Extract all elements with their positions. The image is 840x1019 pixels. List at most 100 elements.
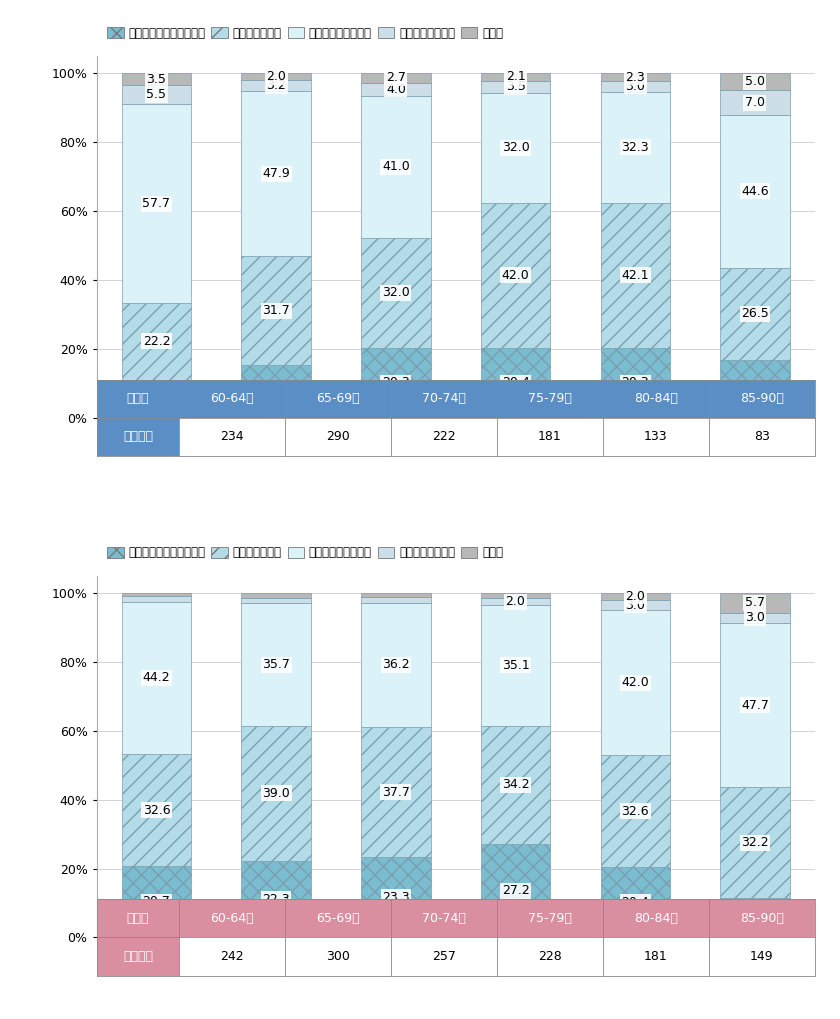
Text: 15.2: 15.2 xyxy=(262,385,290,398)
Bar xyxy=(720,114,790,268)
Text: 85-90歳: 85-90歳 xyxy=(740,912,784,925)
Text: 32.6: 32.6 xyxy=(143,804,171,816)
Text: 3.2: 3.2 xyxy=(266,79,286,92)
Bar xyxy=(361,597,431,602)
Bar xyxy=(480,81,550,93)
Text: 228: 228 xyxy=(538,950,562,963)
Bar xyxy=(601,867,670,937)
Text: 80-84歳: 80-84歳 xyxy=(634,912,678,925)
Text: 3.0: 3.0 xyxy=(625,79,645,93)
Text: 3.0: 3.0 xyxy=(745,611,765,625)
Text: 149: 149 xyxy=(750,950,774,963)
Text: 39.0: 39.0 xyxy=(262,787,290,800)
Text: 181: 181 xyxy=(538,430,562,443)
Bar xyxy=(122,86,192,104)
Bar xyxy=(122,73,192,86)
Bar xyxy=(241,91,311,256)
Text: 36.2: 36.2 xyxy=(382,658,410,672)
Text: 11.4: 11.4 xyxy=(741,911,769,924)
Text: 35.7: 35.7 xyxy=(262,658,290,672)
Bar xyxy=(122,303,192,379)
Text: 60-64歳: 60-64歳 xyxy=(210,392,254,406)
Text: 47.7: 47.7 xyxy=(741,699,769,711)
Bar xyxy=(361,347,431,418)
Bar xyxy=(601,82,670,92)
Text: 181: 181 xyxy=(644,950,668,963)
Text: 35.1: 35.1 xyxy=(501,659,529,672)
Text: 32.3: 32.3 xyxy=(622,141,649,154)
Bar xyxy=(241,861,311,937)
Bar xyxy=(720,612,790,623)
Legend: 積極的に気づかっている, 気づかっている, 少し気づかっている, 気づかっていない, 無回答: 積極的に気づかっている, 気づかっている, 少し気づかっている, 気づかっていな… xyxy=(102,541,508,565)
Text: 5.0: 5.0 xyxy=(745,75,765,89)
Text: 20.4: 20.4 xyxy=(622,896,649,909)
Text: 42.0: 42.0 xyxy=(622,676,649,689)
Text: 32.6: 32.6 xyxy=(622,805,649,817)
Text: 2.0: 2.0 xyxy=(266,70,286,84)
Text: 42.1: 42.1 xyxy=(622,269,649,282)
Text: 300: 300 xyxy=(326,950,350,963)
Text: 75-79歳: 75-79歳 xyxy=(528,912,572,925)
Text: 16.9: 16.9 xyxy=(741,382,769,395)
Text: 2.0: 2.0 xyxy=(506,595,526,608)
Text: 42.0: 42.0 xyxy=(501,269,529,281)
Text: 22.2: 22.2 xyxy=(143,335,171,347)
Text: 5.7: 5.7 xyxy=(745,596,765,609)
Bar xyxy=(241,603,311,727)
Text: 2.0: 2.0 xyxy=(625,590,645,603)
Text: 65-69歳: 65-69歳 xyxy=(317,392,360,406)
Text: 133: 133 xyxy=(644,430,668,443)
Bar xyxy=(122,601,192,754)
Text: 3.0: 3.0 xyxy=(625,598,645,611)
Text: 41.0: 41.0 xyxy=(382,160,410,173)
Legend: 積極的に気づかっている, 気づかっている, 少し気づかっている, 気づかっていない, 無回答: 積極的に気づかっている, 気づかっている, 少し気づかっている, 気づかっていな… xyxy=(102,21,508,45)
Text: 32.2: 32.2 xyxy=(741,837,769,849)
Bar xyxy=(361,728,431,857)
Text: 75-79歳: 75-79歳 xyxy=(528,392,572,406)
Bar xyxy=(361,602,431,728)
Text: 回答者数: 回答者数 xyxy=(123,950,153,963)
Text: 65-69歳: 65-69歳 xyxy=(317,912,360,925)
Bar xyxy=(601,755,670,867)
Text: 70-74歳: 70-74歳 xyxy=(422,912,466,925)
Bar xyxy=(720,593,790,612)
Text: 31.7: 31.7 xyxy=(262,305,290,317)
Bar xyxy=(122,104,192,303)
Bar xyxy=(720,360,790,418)
Text: 20.4: 20.4 xyxy=(501,376,529,389)
Text: 3.5: 3.5 xyxy=(146,72,166,86)
Bar xyxy=(480,73,550,81)
Bar xyxy=(601,610,670,755)
Bar xyxy=(480,347,550,418)
Text: 60-64歳: 60-64歳 xyxy=(210,912,254,925)
Bar xyxy=(361,97,431,237)
Bar xyxy=(480,598,550,605)
Text: 23.3: 23.3 xyxy=(382,891,410,904)
Text: 26.5: 26.5 xyxy=(741,308,769,320)
Bar xyxy=(720,91,790,114)
Bar xyxy=(480,203,550,347)
Bar xyxy=(241,81,311,91)
Text: 20.3: 20.3 xyxy=(622,376,649,389)
Text: 83: 83 xyxy=(753,430,769,443)
Bar xyxy=(601,73,670,82)
Bar xyxy=(480,844,550,937)
Bar xyxy=(361,593,431,597)
Bar xyxy=(361,73,431,83)
Bar xyxy=(361,83,431,97)
Text: 20.3: 20.3 xyxy=(382,376,410,389)
Bar xyxy=(601,593,670,600)
Text: 女　性: 女 性 xyxy=(127,912,150,925)
Bar xyxy=(720,623,790,788)
Text: 回答者数: 回答者数 xyxy=(123,430,153,443)
Bar xyxy=(122,593,192,596)
Text: 47.9: 47.9 xyxy=(262,167,290,180)
Text: 5.5: 5.5 xyxy=(146,89,166,101)
Text: 57.7: 57.7 xyxy=(143,197,171,210)
Text: 80-84歳: 80-84歳 xyxy=(634,392,678,406)
Bar xyxy=(601,347,670,418)
Bar xyxy=(122,754,192,866)
Text: 32.0: 32.0 xyxy=(501,142,529,154)
Bar xyxy=(480,726,550,844)
Text: 7.0: 7.0 xyxy=(745,96,765,109)
